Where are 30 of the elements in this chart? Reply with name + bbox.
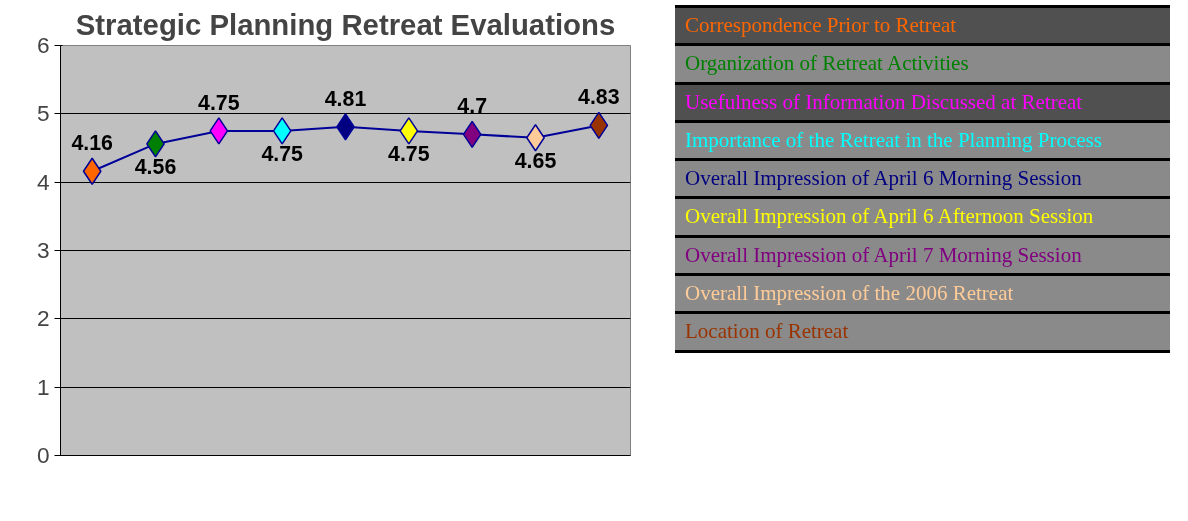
y-tick-label: 3 <box>36 237 50 263</box>
data-label: 4.7 <box>457 94 487 119</box>
point <box>209 117 229 145</box>
point <box>272 117 292 145</box>
text: Location of Retreat <box>675 314 1170 353</box>
text: Overall Impression of April 7 Morning Session <box>675 237 1170 277</box>
text: Overall Impression of the 2006 Retreat <box>675 276 1170 315</box>
point <box>399 117 419 145</box>
chart-title: Strategic Planning Retreat Evaluations <box>75 7 616 41</box>
data-label: 4.16 <box>71 131 114 156</box>
y-tick-label: 1 <box>36 373 50 400</box>
text: Organization of Retreat Activities <box>675 46 1170 85</box>
data-label: 4.75 <box>261 141 304 166</box>
data-label: 4.83 <box>578 85 620 110</box>
data-label: 4.75 <box>198 90 240 115</box>
text: Overall Impression of April 6 Morning Session <box>675 161 1170 200</box>
y-tick-label: 6 <box>36 32 50 58</box>
point <box>82 157 102 185</box>
data-label: 4.56 <box>134 154 177 179</box>
y-tick-label: 5 <box>36 100 50 127</box>
data-label: 4.81 <box>324 86 367 111</box>
text: Usefulness of Information Discussed at Retreat <box>675 84 1170 123</box>
y-tick-label: 0 <box>36 442 50 468</box>
y-tick-label: 2 <box>36 305 50 332</box>
y-tick-label: 4 <box>36 168 50 195</box>
text: Importance of the Retreat in the Planning Process <box>675 122 1170 162</box>
text: Overall Impression of April 6 Afternoon Session <box>675 199 1170 238</box>
data-label: 4.75 <box>388 141 430 166</box>
data-label: 4.65 <box>514 148 557 173</box>
text: Correspondence Prior to Retreat <box>675 8 1170 47</box>
